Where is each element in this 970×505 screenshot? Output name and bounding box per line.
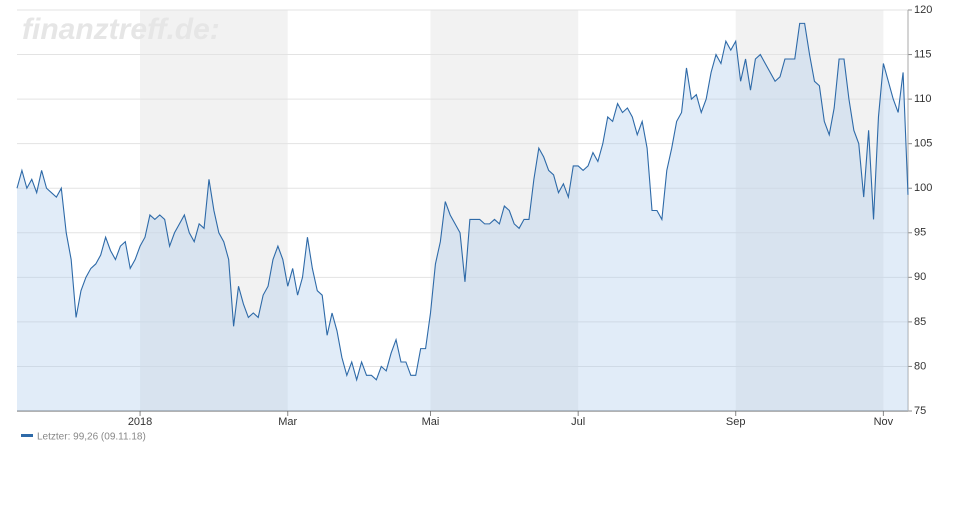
x-tick-label: 2018 (128, 416, 152, 428)
x-tick-label: Sep (726, 416, 746, 428)
x-tick-label: Mai (422, 416, 440, 428)
watermark: finanztreff.de: (22, 13, 220, 46)
y-tick-label: 115 (914, 48, 932, 60)
area (17, 23, 908, 412)
grid: 75 80 85 90 95 100 105 110 115 120 2018 Mar Mai Jul Se… (17, 4, 932, 428)
y-tick-label: 90 (914, 271, 926, 283)
y-tick-label: 80 (914, 360, 926, 372)
y-tick-label: 105 (914, 138, 932, 150)
y-tick-label: 120 (914, 4, 932, 16)
x-tick-label: Mar (278, 416, 297, 428)
legend-swatch (21, 434, 33, 437)
legend-label: Letzter: 99,26 (09.11.18) (37, 432, 146, 443)
shade-band (430, 10, 579, 411)
x-tick-label: Nov (874, 416, 894, 428)
y-tick-label: 95 (914, 227, 926, 239)
line (16, 22, 909, 382)
y-tick-label: 75 (914, 405, 926, 417)
plot (16, 22, 909, 412)
x-tick-label: Jul (571, 416, 585, 428)
y-tick-label: 85 (914, 316, 926, 328)
shade-band (735, 10, 884, 411)
month-bands (140, 10, 884, 411)
y-tick-label: 110 (914, 93, 932, 105)
y-tick-label: 100 (914, 182, 932, 194)
